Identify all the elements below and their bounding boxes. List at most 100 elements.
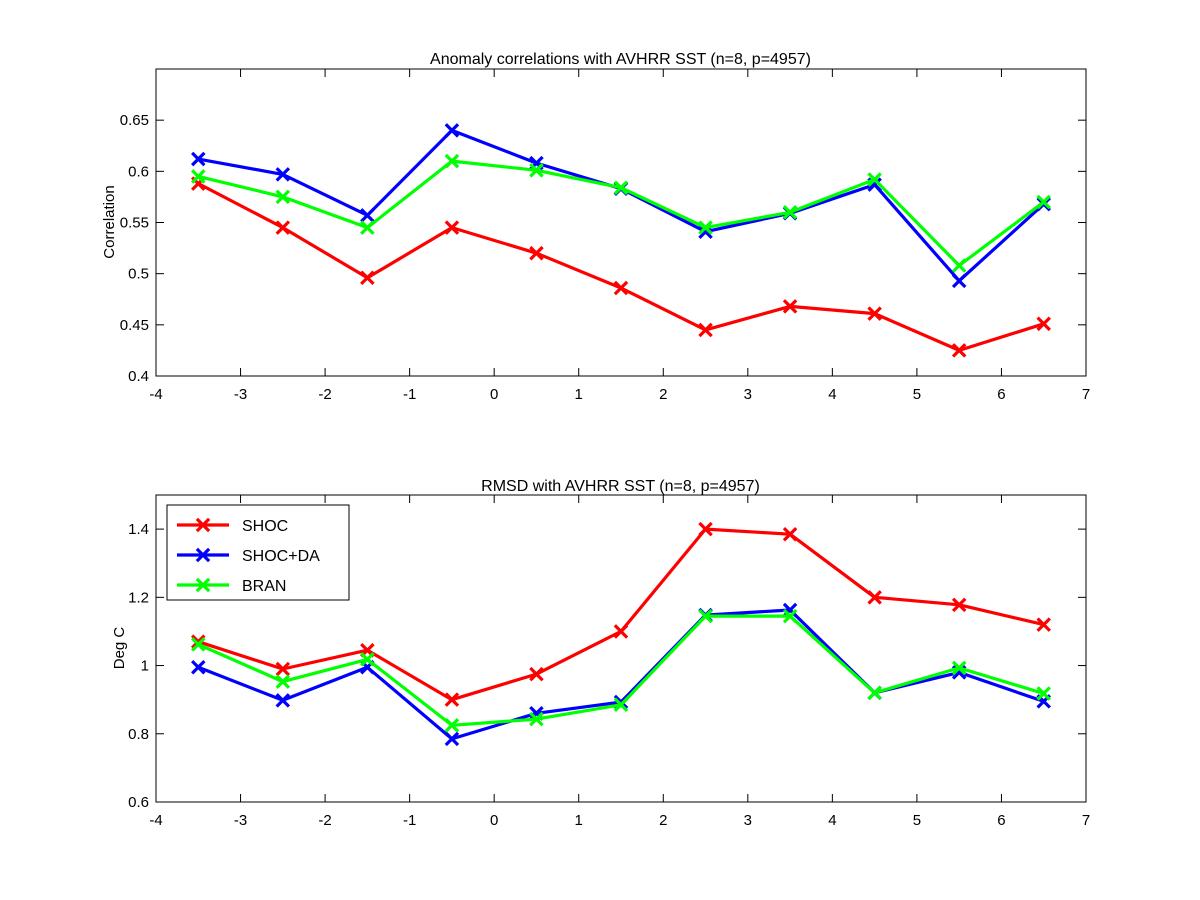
- rmsd-x-tick-label: 2: [659, 812, 667, 829]
- correlation-bran-point-marker: [360, 220, 375, 235]
- correlation-series: [191, 123, 1051, 358]
- rmsd-bran-point-marker: [191, 637, 206, 652]
- correlation-bran-point-marker: [951, 258, 967, 273]
- rmsd-bran-point-marker: [951, 660, 967, 676]
- correlation-y-tick-label: 0.5: [128, 266, 149, 283]
- correlation-chart: Anomaly correlations with AVHRR SST (n=8…: [101, 51, 1090, 403]
- correlation-bran-point-marker: [444, 153, 460, 169]
- correlation-bran-point-marker: [867, 172, 882, 187]
- correlation-series-bran: [191, 153, 1051, 273]
- correlation-shoc-da-point-marker: [275, 167, 291, 182]
- correlation-chart-title: Anomaly correlations with AVHRR SST (n=8…: [430, 51, 811, 68]
- correlation-x-tick-label: 3: [744, 386, 752, 403]
- correlation-shoc-da-point-marker: [951, 273, 967, 289]
- legend-bran-marker: [195, 577, 211, 593]
- rmsd-bran-point-marker: [698, 608, 713, 624]
- rmsd-shoc-point-marker: [529, 666, 544, 682]
- correlation-shoc-point-marker: [867, 306, 882, 321]
- rmsd-y-tick-label: 1.2: [128, 589, 149, 606]
- rmsd-shoc-point-marker: [951, 597, 967, 613]
- legend-label-shoc: SHOC: [242, 518, 288, 535]
- rmsd-shoc-point-marker: [444, 692, 460, 707]
- rmsd-bran-point-marker: [613, 697, 629, 713]
- correlation-shoc-da-point-marker: [191, 151, 206, 167]
- rmsd-shoc-point-marker: [782, 526, 798, 542]
- correlation-x-tick-label: 0: [490, 386, 498, 403]
- correlation-x-tick-label: 1: [575, 386, 583, 403]
- correlation-shoc-point-marker: [698, 322, 713, 338]
- correlation-x-tick-label: 4: [828, 386, 836, 403]
- legend-shoc-marker: [195, 517, 211, 533]
- rmsd-y-tick-label: 0.8: [128, 726, 149, 743]
- legend-label-shoc-da: SHOC+DA: [242, 548, 320, 565]
- rmsd-bran-point-marker: [275, 674, 291, 689]
- correlation-x-tick-label: -2: [318, 386, 331, 403]
- correlation-x-tick-label: -1: [403, 386, 416, 403]
- correlation-shoc-point-marker: [360, 270, 375, 286]
- legend-shoc-da-marker: [195, 547, 211, 563]
- rmsd-series-shoc: [191, 521, 1051, 707]
- correlation-x-tick-label: 7: [1082, 386, 1090, 403]
- correlation-plot-frame: [155, 68, 1087, 377]
- rmsd-x-tick-label: 4: [828, 812, 836, 829]
- rmsd-bran-point-marker: [529, 711, 544, 727]
- rmsd-bran-point-marker: [1036, 686, 1051, 701]
- legend-label-bran: BRAN: [242, 578, 286, 595]
- correlation-y-tick-label: 0.45: [120, 317, 149, 334]
- correlation-x-tick-label: -3: [234, 386, 247, 403]
- rmsd-bran-point-marker: [444, 717, 460, 733]
- correlation-bran-point-marker: [529, 163, 544, 178]
- rmsd-shoc-point-marker: [360, 642, 375, 658]
- rmsd-y-axis-label: Deg C: [111, 627, 128, 670]
- correlation-shoc-da-point-marker: [360, 208, 375, 223]
- correlation-bran-point-marker: [613, 180, 629, 195]
- legend-item-bran: BRAN: [177, 577, 286, 595]
- rmsd-shoc-point-marker: [275, 661, 291, 677]
- correlation-y-tick-label: 0.65: [120, 112, 149, 129]
- correlation-shoc-point-marker: [444, 220, 460, 235]
- correlation-bran-point-marker: [782, 205, 798, 220]
- rmsd-x-tick-label: 3: [744, 812, 752, 829]
- rmsd-shoc-point-marker: [867, 590, 882, 605]
- correlation-bran-point-marker: [1036, 194, 1051, 210]
- correlation-shoc-point-marker: [275, 220, 291, 235]
- rmsd-x-tick-label: 6: [997, 812, 1005, 829]
- correlation-x-tick-label: 5: [913, 386, 921, 403]
- correlation-shoc-point-marker: [1036, 316, 1051, 332]
- rmsd-x-tick-label: -4: [149, 812, 162, 829]
- rmsd-x-tick-label: 7: [1082, 812, 1090, 829]
- rmsd-x-tick-label: 1: [575, 812, 583, 829]
- rmsd-y-tick-label: 1.4: [128, 521, 149, 538]
- correlation-shoc-point-marker: [613, 280, 629, 296]
- rmsd-shoc-point-marker: [613, 624, 629, 639]
- rmsd-series-bran: [191, 608, 1051, 733]
- rmsd-x-tick-label: -1: [403, 812, 416, 829]
- correlation-axes: -4 -3 -2 -1 0 1 2 3 4 5 6 7 0.4 0.45 0.5 0.55 0.6 0.65: [120, 68, 1090, 403]
- correlation-y-tick-label: 0.6: [128, 163, 149, 180]
- rmsd-y-tick-label: 1: [141, 658, 149, 675]
- correlation-y-axis-label: Correlation: [101, 185, 118, 258]
- rmsd-bran-point-marker: [867, 685, 882, 701]
- rmsd-shoc-point-marker: [698, 521, 713, 537]
- correlation-series-shoc: [191, 176, 1051, 358]
- rmsd-chart-title: RMSD with AVHRR SST (n=8, p=4957): [481, 478, 760, 495]
- correlation-shoc-da-point-marker: [444, 123, 460, 138]
- rmsd-bran-point-marker: [360, 652, 375, 667]
- correlation-shoc-point-marker: [529, 245, 544, 261]
- rmsd-shoc-point-marker: [1036, 617, 1051, 632]
- correlation-bran-point-marker: [275, 189, 291, 205]
- correlation-x-tick-label: 2: [659, 386, 667, 403]
- rmsd-x-tick-label: -2: [318, 812, 331, 829]
- rmsd-shoc-da-point-marker: [444, 731, 460, 747]
- rmsd-legend: SHOC SHOC+DA BRAN: [166, 504, 350, 601]
- correlation-x-tick-label: -4: [149, 386, 162, 403]
- rmsd-chart: RMSD with AVHRR SST (n=8, p=4957) Deg C …: [111, 478, 1090, 829]
- rmsd-y-tick-label: 0.6: [128, 794, 149, 811]
- correlation-shoc-point-marker: [782, 299, 798, 314]
- correlation-bran-point-marker: [698, 220, 713, 235]
- rmsd-bran-point-marker: [782, 608, 798, 624]
- correlation-shoc-point-marker: [951, 343, 967, 358]
- rmsd-shoc-da-point-marker: [275, 693, 291, 708]
- correlation-x-tick-label: 6: [997, 386, 1005, 403]
